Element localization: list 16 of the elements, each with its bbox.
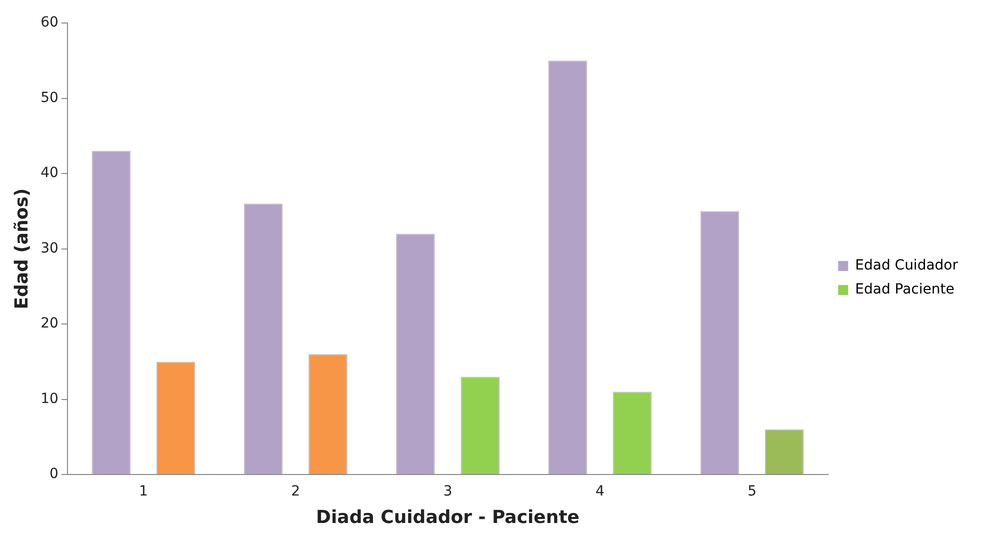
y-tick-label: 0 [49, 466, 58, 482]
legend-label: Edad Cuidador [855, 258, 958, 274]
y-tick-label: 50 [40, 90, 58, 106]
y-tick-label: 20 [40, 316, 58, 332]
legend-label: Edad Paciente [855, 282, 954, 298]
y-tick-label: 60 [40, 14, 58, 31]
y-tick-label: 40 [40, 165, 58, 182]
y-axis-title: Edad (años) [11, 188, 32, 310]
y-tick-label: 30 [40, 240, 58, 256]
x-tick-label: 5 [748, 484, 757, 500]
x-tick-label: 3 [443, 484, 452, 500]
x-axis-title: Diada Cuidador - Paciente [316, 506, 580, 528]
y-tick-label: 10 [40, 390, 58, 407]
x-tick-label: 4 [595, 484, 604, 500]
x-tick-label: 2 [291, 484, 300, 500]
x-tick-label: 1 [139, 484, 148, 500]
